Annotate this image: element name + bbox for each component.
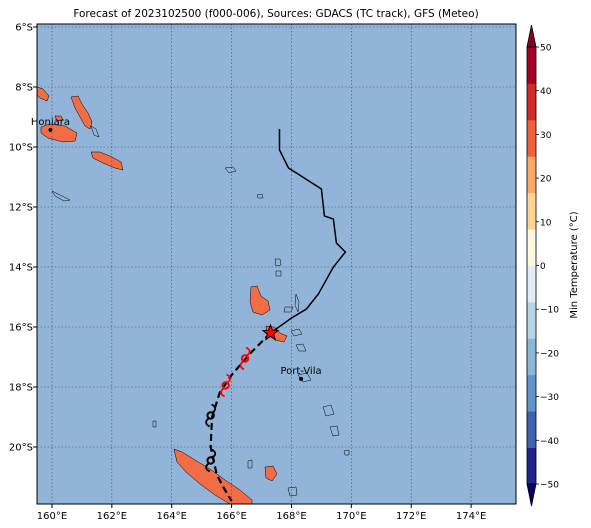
colorbar-label: Min Temperature (°C) [569,211,580,318]
past-track-line [270,129,347,334]
colorbar-extend-low [526,483,537,507]
cyclone-track [205,129,347,502]
island-belep [152,420,157,428]
colorbar-segment [527,192,536,230]
x-tick-label: 166°E [216,511,246,522]
colorbar-tick-label: 20 [540,175,552,185]
cyclone-symbol-icon [205,448,217,473]
island-ambrym [290,328,303,337]
y-tick-label: 18°S [9,383,33,394]
island-espiritu-santo [249,285,271,316]
island-epi [295,343,307,352]
colorbar-tick-label: 50 [540,44,552,54]
island-choiseul-edge [37,86,50,102]
current-position-star-icon [261,323,280,341]
colorbar-tick-label: −40 [540,437,559,447]
y-tick-label: 12°S [9,203,33,214]
city-marker [299,376,304,381]
x-tick-label: 170°E [336,511,366,522]
island-lifou [264,465,278,482]
y-tick-label: 14°S [9,263,33,274]
colorbar-tick-label: −20 [540,349,559,359]
colorbar-tick-label: −30 [540,393,559,403]
map-frame [36,23,517,505]
map-panel: Honiara Port-Vila [31,23,517,505]
city-label: Port-Vila [280,366,321,377]
ocean-background [37,24,516,504]
x-tick-label: 172°E [396,511,426,522]
colorbar-segment [527,83,536,121]
y-tick-label: 10°S [9,143,33,154]
island-aneityum [343,449,350,456]
colorbar-segment [527,374,536,412]
island-pentecost [294,293,300,313]
city-marker [48,127,53,132]
figure-title: Forecast of 2023102500 (f000-006), Sourc… [73,8,478,20]
island-ouvea [247,459,253,469]
colorbar-tick-label: 40 [540,87,552,97]
y-tick-label: 20°S [9,443,33,454]
x-tick-label: 174°E [456,511,486,522]
cyclone-symbol-icon [205,403,217,428]
x-tick-label: 164°E [157,511,187,522]
island-santa-cruz [224,166,237,174]
colorbar-tick-label: 0 [540,262,546,272]
island-maewo [283,306,294,313]
longitude-axis: 160°E 162°E 164°E 166°E 168°E 170°E 172°E 174°E [37,504,486,522]
y-tick-label: 16°S [9,323,33,334]
cyclone-symbol-icon [239,346,251,371]
island-makira [90,151,124,171]
colorbar-segment [527,338,536,376]
colorbar-segment [527,229,536,266]
colorbar-segment [527,47,536,84]
land-masses [37,86,350,504]
island-torres [275,270,282,277]
latitude-axis: 6°S 8°S 10°S 12°S 14°S 16°S 18°S 20°S [9,23,37,454]
colorbar-extend-high [526,24,537,48]
city-label: Honiara [31,117,70,128]
colorbar-tick-label: 30 [540,131,552,141]
island-tanna [329,425,340,437]
cities: Honiara Port-Vila [31,117,322,381]
colorbar-tick-label: −10 [540,306,559,316]
colorbar-segment [527,301,536,339]
x-tick-label: 162°E [97,511,127,522]
island-ulawa [90,125,100,138]
island-mare [287,486,298,497]
cyclone-symbol-icon [220,373,232,398]
colorbar-segment [527,447,536,485]
island-erromango [322,404,335,417]
x-tick-label: 168°E [276,511,306,522]
colorbar-segment [527,156,536,194]
graticule [37,24,516,504]
island-utupua [256,193,264,199]
y-tick-label: 6°S [15,23,33,34]
colorbar-segment [527,265,536,303]
colorbar-tick-label: 10 [540,218,552,228]
x-tick-label: 160°E [37,511,67,522]
colorbar-segment [527,119,536,157]
colorbar-tick-label: −50 [540,481,559,491]
y-tick-label: 8°S [15,83,33,94]
island-new-caledonia [173,448,253,504]
forecast-track-line [209,332,272,502]
island-rennell [51,190,71,202]
island-florida [54,115,64,122]
colorbar-segment [527,411,536,448]
island-malaita [70,95,93,130]
island-banks [274,258,282,267]
colorbar: 50 40 30 20 10 0 −10 −20 −30 −40 −50 [526,24,559,507]
